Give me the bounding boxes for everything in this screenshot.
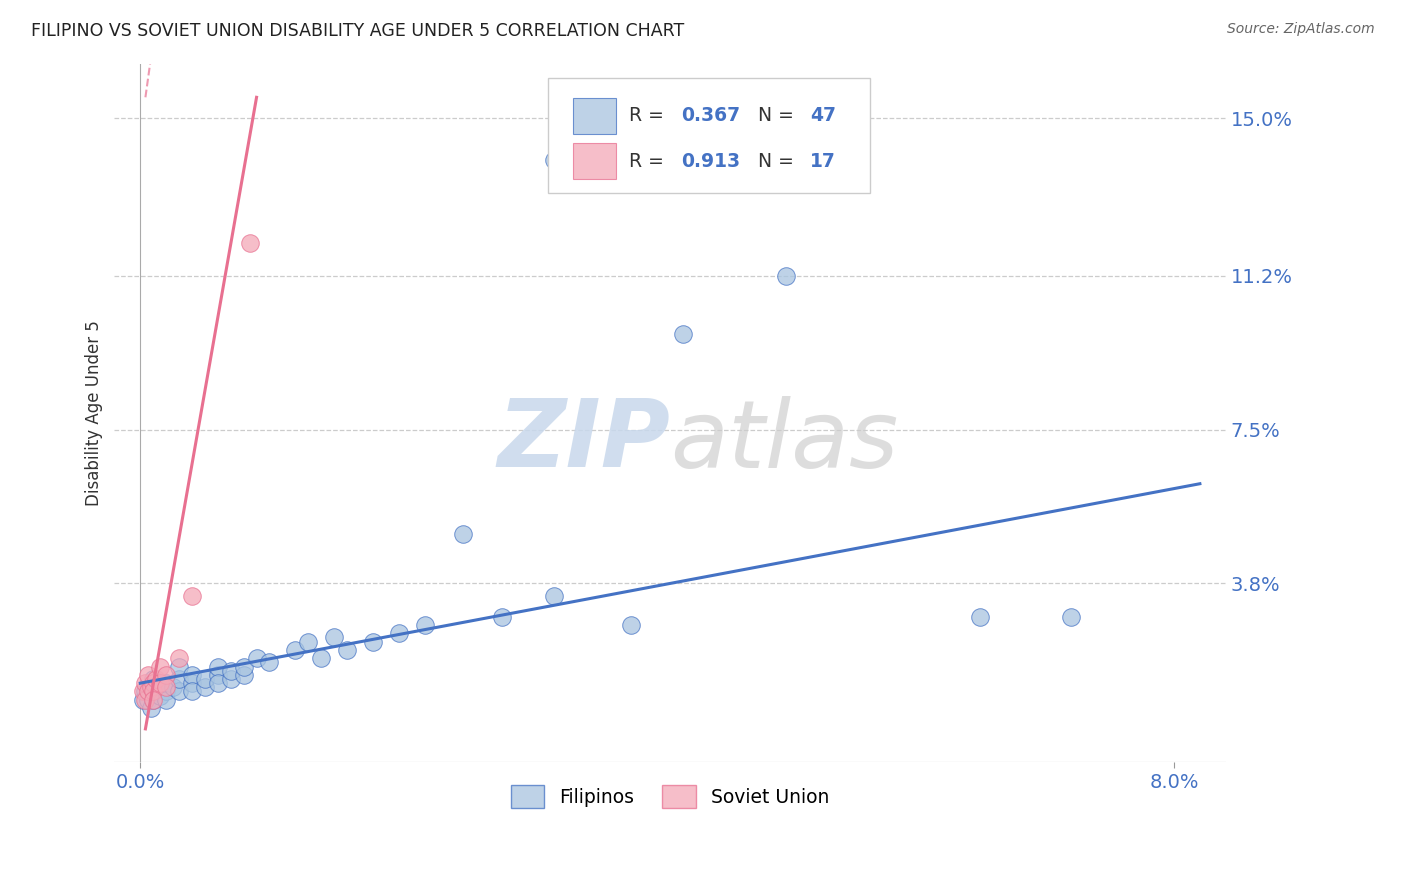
Point xyxy=(149,676,172,690)
Text: ZIP: ZIP xyxy=(498,395,671,487)
Point xyxy=(136,684,159,698)
Point xyxy=(155,693,177,707)
Point xyxy=(219,672,242,686)
Point xyxy=(672,327,695,342)
Point xyxy=(207,668,229,682)
Point xyxy=(136,693,159,707)
Point xyxy=(245,651,267,665)
Bar xyxy=(574,143,616,179)
Point xyxy=(142,676,165,690)
Point xyxy=(142,693,165,707)
Point xyxy=(167,659,190,673)
Point xyxy=(194,672,217,686)
Point xyxy=(181,676,204,690)
Point xyxy=(142,684,165,698)
Point xyxy=(142,693,165,707)
Text: 0.913: 0.913 xyxy=(681,152,741,170)
Point xyxy=(139,681,162,695)
Point xyxy=(167,684,190,698)
Point xyxy=(232,668,254,682)
Point xyxy=(284,643,307,657)
Point xyxy=(134,693,156,707)
Point xyxy=(207,676,229,690)
Text: 47: 47 xyxy=(810,106,837,125)
Bar xyxy=(574,97,616,134)
Point xyxy=(134,676,156,690)
Point xyxy=(181,668,204,682)
Text: 17: 17 xyxy=(810,152,837,170)
Point xyxy=(132,693,155,707)
Text: R =: R = xyxy=(628,106,669,125)
Point xyxy=(162,681,184,695)
Point xyxy=(149,681,172,695)
Point xyxy=(155,684,177,698)
Point xyxy=(388,626,411,640)
Point xyxy=(491,609,513,624)
Point xyxy=(453,526,475,541)
Point xyxy=(132,684,155,698)
Point xyxy=(323,631,346,645)
Point xyxy=(775,268,797,283)
FancyBboxPatch shape xyxy=(548,78,870,194)
Text: 0.367: 0.367 xyxy=(681,106,741,125)
Text: N =: N = xyxy=(758,106,800,125)
Legend: Filipinos, Soviet Union: Filipinos, Soviet Union xyxy=(503,778,837,815)
Point xyxy=(232,659,254,673)
Point xyxy=(181,684,204,698)
Point xyxy=(297,634,319,648)
Point xyxy=(219,664,242,678)
Text: Source: ZipAtlas.com: Source: ZipAtlas.com xyxy=(1227,22,1375,37)
Point xyxy=(194,681,217,695)
Point xyxy=(139,701,162,715)
Point xyxy=(145,672,167,686)
Point xyxy=(142,672,165,686)
Point xyxy=(149,659,172,673)
Point xyxy=(259,656,281,670)
Text: R =: R = xyxy=(628,152,669,170)
Point xyxy=(543,589,565,603)
Point xyxy=(239,235,262,250)
Point xyxy=(181,589,204,603)
Point xyxy=(136,668,159,682)
Text: N =: N = xyxy=(758,152,800,170)
Point xyxy=(142,684,165,698)
Point xyxy=(309,651,332,665)
Text: atlas: atlas xyxy=(671,395,898,486)
Point xyxy=(969,609,991,624)
Y-axis label: Disability Age Under 5: Disability Age Under 5 xyxy=(86,320,103,506)
Point xyxy=(207,659,229,673)
Point xyxy=(155,668,177,682)
Text: FILIPINO VS SOVIET UNION DISABILITY AGE UNDER 5 CORRELATION CHART: FILIPINO VS SOVIET UNION DISABILITY AGE … xyxy=(31,22,685,40)
Point xyxy=(543,153,565,167)
Point xyxy=(134,684,156,698)
Point xyxy=(167,651,190,665)
Point xyxy=(155,676,177,690)
Point xyxy=(413,618,436,632)
Point xyxy=(620,618,643,632)
Point xyxy=(155,681,177,695)
Point xyxy=(167,672,190,686)
Point xyxy=(1059,609,1081,624)
Point xyxy=(149,689,172,703)
Point xyxy=(361,634,384,648)
Point xyxy=(336,643,359,657)
